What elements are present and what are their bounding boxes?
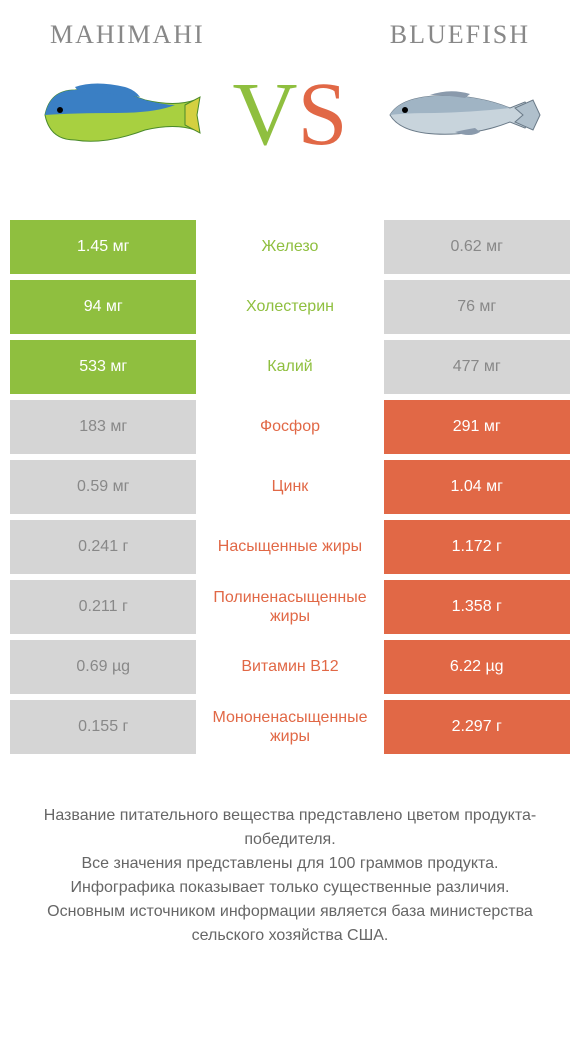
cell-nutrient-label: Железо bbox=[196, 220, 383, 274]
infographic-container: Mahimahi Bluefish VS bbox=[0, 0, 580, 968]
header: Mahimahi Bluefish bbox=[10, 20, 570, 50]
cell-nutrient-label: Фосфор bbox=[196, 400, 383, 454]
cell-right-value: 2.297 г bbox=[384, 700, 570, 754]
vs-label: VS bbox=[232, 70, 347, 160]
table-row: 1.45 мгЖелезо0.62 мг bbox=[10, 220, 570, 274]
cell-right-value: 1.358 г bbox=[384, 580, 570, 634]
mahimahi-icon bbox=[35, 75, 205, 155]
footer-line-3: Инфографика показывает только существенн… bbox=[40, 876, 540, 900]
bluefish-icon bbox=[375, 80, 545, 150]
table-row: 0.59 мгЦинк1.04 мг bbox=[10, 460, 570, 514]
cell-nutrient-label: Мононенасыщенные жиры bbox=[196, 700, 383, 754]
cell-left-value: 533 мг bbox=[10, 340, 196, 394]
bluefish-image bbox=[370, 80, 550, 150]
table-row: 0.211 гПолиненасыщенные жиры1.358 г bbox=[10, 580, 570, 634]
footer-line-1: Название питательного вещества представл… bbox=[40, 804, 540, 852]
table-row: 183 мгФосфор291 мг bbox=[10, 400, 570, 454]
cell-left-value: 0.69 µg bbox=[10, 640, 196, 694]
mahimahi-image bbox=[30, 75, 210, 155]
table-row: 0.155 гМононенасыщенные жиры2.297 г bbox=[10, 700, 570, 754]
table-row: 0.69 µgВитамин B126.22 µg bbox=[10, 640, 570, 694]
cell-left-value: 0.211 г bbox=[10, 580, 196, 634]
footer-line-2: Все значения представлены для 100 граммо… bbox=[40, 852, 540, 876]
title-left: Mahimahi bbox=[50, 20, 205, 50]
vs-v: V bbox=[232, 70, 297, 160]
cell-nutrient-label: Холестерин bbox=[196, 280, 383, 334]
cell-left-value: 0.241 г bbox=[10, 520, 196, 574]
title-right: Bluefish bbox=[390, 20, 530, 50]
cell-right-value: 1.172 г bbox=[384, 520, 570, 574]
cell-nutrient-label: Полиненасыщенные жиры bbox=[196, 580, 383, 634]
footer-text: Название питательного вещества представл… bbox=[10, 804, 570, 948]
cell-right-value: 76 мг bbox=[384, 280, 570, 334]
vs-s: S bbox=[297, 70, 347, 160]
cell-nutrient-label: Калий bbox=[196, 340, 383, 394]
footer-line-4: Основным источником информации является … bbox=[40, 900, 540, 948]
cell-left-value: 0.59 мг bbox=[10, 460, 196, 514]
cell-right-value: 291 мг bbox=[384, 400, 570, 454]
cell-right-value: 0.62 мг bbox=[384, 220, 570, 274]
cell-right-value: 6.22 µg bbox=[384, 640, 570, 694]
cell-right-value: 1.04 мг bbox=[384, 460, 570, 514]
cell-nutrient-label: Насыщенные жиры bbox=[196, 520, 383, 574]
cell-left-value: 94 мг bbox=[10, 280, 196, 334]
table-row: 0.241 гНасыщенные жиры1.172 г bbox=[10, 520, 570, 574]
vs-row: VS bbox=[10, 70, 570, 160]
comparison-table: 1.45 мгЖелезо0.62 мг 94 мгХолестерин76 мг… bbox=[10, 220, 570, 754]
cell-right-value: 477 мг bbox=[384, 340, 570, 394]
cell-nutrient-label: Цинк bbox=[196, 460, 383, 514]
table-row: 533 мгКалий477 мг bbox=[10, 340, 570, 394]
cell-left-value: 183 мг bbox=[10, 400, 196, 454]
table-row: 94 мгХолестерин76 мг bbox=[10, 280, 570, 334]
cell-left-value: 1.45 мг bbox=[10, 220, 196, 274]
cell-left-value: 0.155 г bbox=[10, 700, 196, 754]
cell-nutrient-label: Витамин B12 bbox=[196, 640, 383, 694]
